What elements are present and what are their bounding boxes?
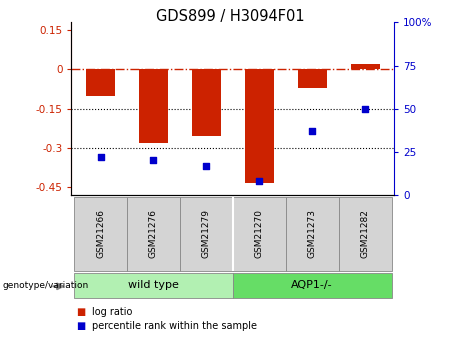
Bar [127,197,180,271]
Bar [245,69,274,183]
Text: GSM21270: GSM21270 [255,209,264,258]
Point [150,158,157,163]
Bar [286,197,339,271]
Text: ■: ■ [76,321,85,331]
Text: GDS899 / H3094F01: GDS899 / H3094F01 [156,9,305,23]
Bar [86,69,115,96]
Text: GSM21266: GSM21266 [96,209,105,258]
Point [308,128,316,134]
Bar [298,69,327,88]
Bar [233,197,286,271]
Bar [74,197,127,271]
Point [97,154,104,160]
Text: genotype/variation: genotype/variation [2,281,89,290]
Text: log ratio: log ratio [92,307,133,317]
Bar [74,273,233,298]
Bar [339,197,391,271]
Text: GSM21279: GSM21279 [202,209,211,258]
Point [203,163,210,168]
Bar [192,69,221,136]
Text: GSM21273: GSM21273 [307,209,317,258]
Point [255,178,263,184]
Bar [233,273,391,298]
Text: ■: ■ [76,307,85,317]
Bar [139,69,168,142]
Bar [350,64,379,69]
Point [361,106,369,111]
Bar [180,197,233,271]
Text: wild type: wild type [128,280,179,290]
Text: AQP1-/-: AQP1-/- [291,280,333,290]
Text: GSM21276: GSM21276 [149,209,158,258]
Text: percentile rank within the sample: percentile rank within the sample [92,321,257,331]
Text: GSM21282: GSM21282 [361,209,370,258]
